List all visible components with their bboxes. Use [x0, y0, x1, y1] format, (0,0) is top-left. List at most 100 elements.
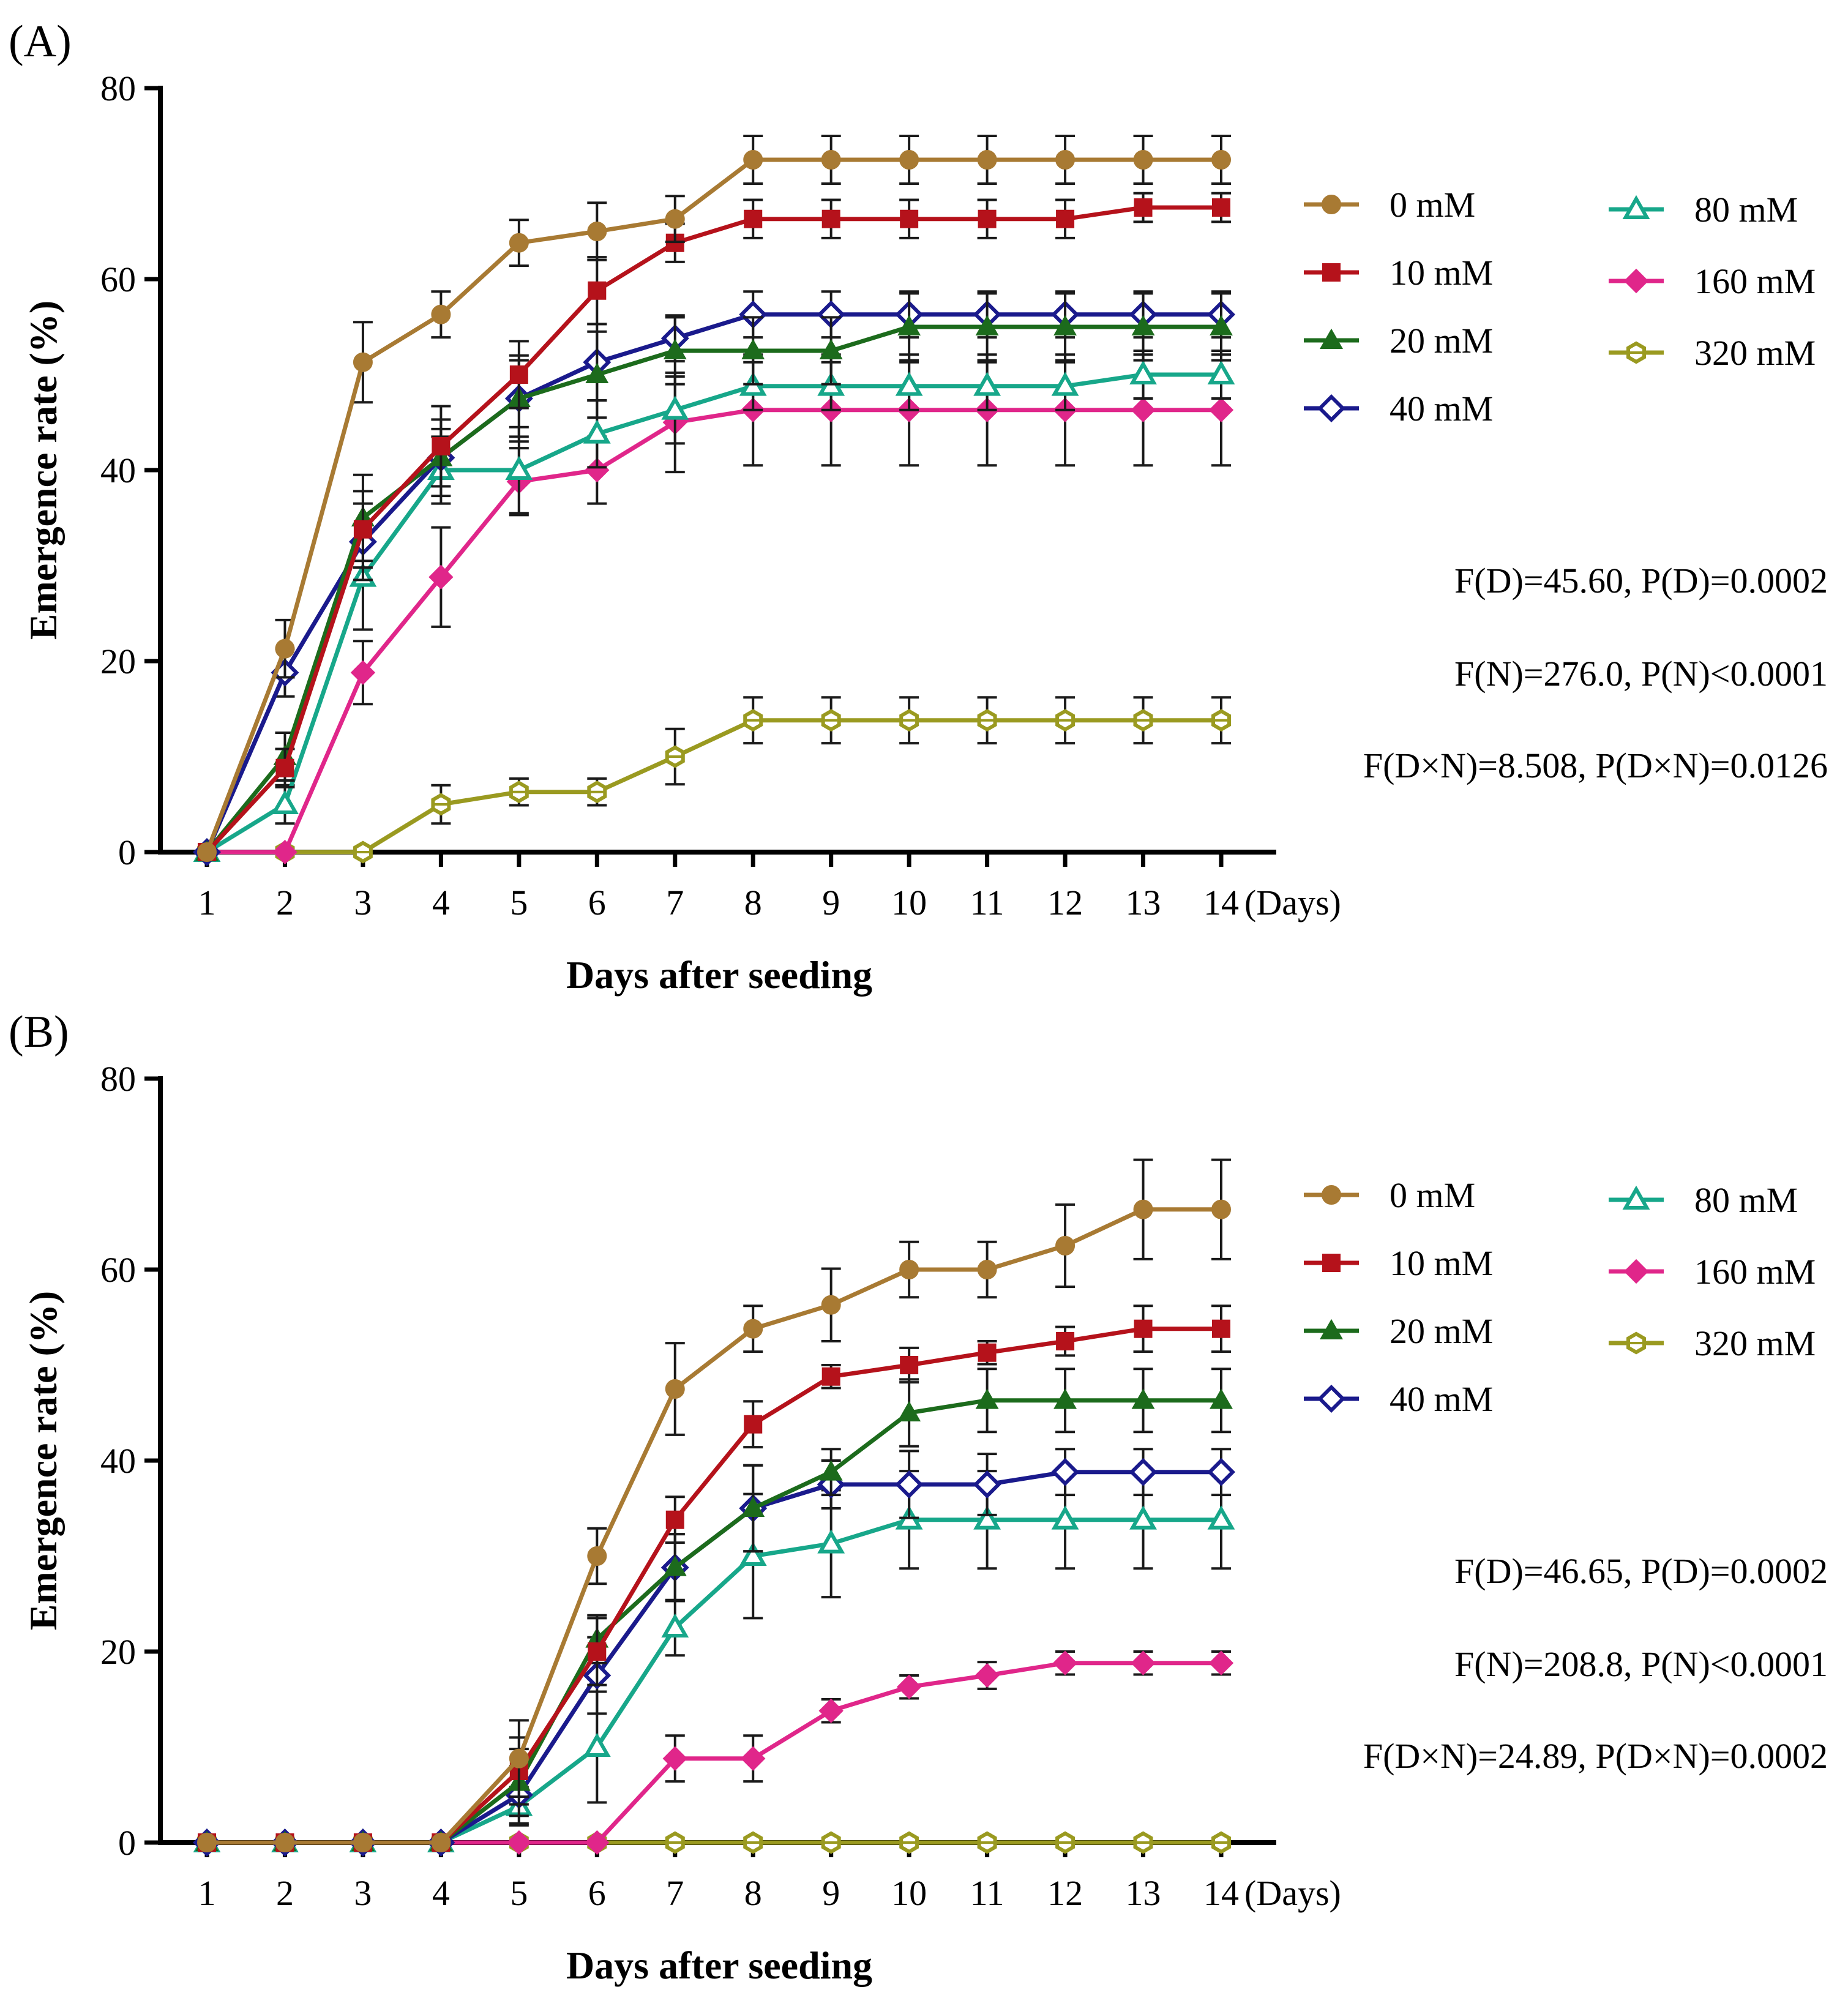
data-point [895, 1470, 924, 1499]
data-point [1129, 1458, 1158, 1486]
y-tick-label: 20 [100, 642, 136, 681]
data-point [818, 1698, 844, 1723]
data-point [1055, 150, 1076, 170]
data-point [1053, 1388, 1077, 1409]
legend-label: 80 mM [1694, 1180, 1798, 1220]
legend-item: 10 mM [1304, 253, 1493, 293]
legend-item: 160 mM [1609, 1252, 1816, 1292]
data-point [744, 209, 763, 228]
data-point [743, 1319, 763, 1339]
data-point [588, 281, 607, 300]
y-axis-title: Emergence rate (%) [21, 1291, 65, 1630]
data-point [432, 437, 451, 455]
series-40-mm [193, 1448, 1235, 1857]
legend-label: 10 mM [1390, 253, 1493, 293]
legend-item: 160 mM [1609, 261, 1816, 301]
x-tick-label: 5 [510, 1873, 528, 1913]
data-point [1056, 1332, 1075, 1350]
data-point [1133, 150, 1153, 170]
data-point [1134, 1319, 1153, 1338]
data-point [897, 1401, 921, 1421]
y-tick-label: 80 [100, 1059, 136, 1099]
data-point [821, 150, 841, 170]
data-point [665, 1510, 684, 1529]
legend-item: 320 mM [1609, 1323, 1816, 1363]
legend: 0 mM 10 mM 20 mM 40 mM 80 mM 160 mM 320 mM [1304, 185, 1816, 429]
data-point [1212, 1319, 1230, 1338]
stats-annotations: F(D)=45.60, P(D)=0.0002 F(N)=276.0, P(N)<… [1363, 561, 1828, 785]
y-tick-label: 40 [100, 1441, 136, 1481]
legend-item: 20 mM [1304, 1311, 1493, 1351]
legend-item: 80 mM [1609, 190, 1798, 230]
x-tick-label: 14 [1203, 883, 1239, 923]
stat-annotation: F(D)=46.65, P(D)=0.0002 [1454, 1551, 1828, 1591]
x-tick-label: 11 [970, 1873, 1004, 1913]
data-point [197, 1833, 217, 1852]
series-20-mm [195, 292, 1233, 861]
x-tick-label: 10 [891, 883, 927, 923]
data-point [1131, 1388, 1155, 1409]
data-point [275, 1833, 295, 1852]
stat-annotation: F(N)=208.8, P(N)<0.0001 [1454, 1644, 1828, 1684]
data-point [431, 304, 451, 324]
x-axis-title: Days after seeding [566, 953, 872, 997]
data-point [588, 1642, 607, 1661]
x-tick-label: 8 [744, 1873, 762, 1913]
data-point [663, 1555, 687, 1576]
data-point [665, 209, 685, 229]
data-point [431, 1833, 451, 1852]
legend-label: 320 mM [1694, 1323, 1816, 1363]
series-20-mm [195, 1368, 1233, 1851]
series-10-mm [198, 1304, 1231, 1852]
data-point [1051, 1505, 1079, 1530]
data-point [899, 1260, 919, 1279]
legend-label: 80 mM [1694, 190, 1798, 230]
legend-marker [1622, 1185, 1650, 1210]
data-point [897, 315, 921, 335]
x-tick-label: 9 [822, 1873, 840, 1913]
data-point [900, 1356, 919, 1374]
data-point [1053, 315, 1077, 335]
series-line [205, 205, 1221, 854]
x-tick-label: 8 [744, 883, 762, 923]
stat-annotation: F(D×N)=24.89, P(D×N)=0.0002 [1363, 1736, 1828, 1776]
data-point [821, 209, 840, 228]
data-point [197, 842, 217, 862]
data-point [661, 395, 689, 420]
y-tick-label: 0 [118, 833, 136, 872]
data-point [587, 222, 607, 241]
x-tick-label: 11 [970, 883, 1004, 923]
legend-label: 160 mM [1694, 1252, 1816, 1292]
panel-label: (A) [9, 17, 72, 67]
x-tick-label: 1 [198, 883, 216, 923]
x-tick-label: 6 [588, 1873, 606, 1913]
y-tick-label: 60 [100, 260, 136, 299]
data-point [506, 1830, 532, 1855]
data-point [1051, 1458, 1080, 1486]
data-point [977, 1260, 997, 1279]
x-tick-label: 12 [1047, 883, 1083, 923]
x-tick-label: 3 [354, 883, 372, 923]
legend-item: 10 mM [1304, 1243, 1493, 1283]
series-80-mm [193, 350, 1235, 862]
data-point [1207, 1505, 1235, 1530]
data-point [1129, 1505, 1157, 1530]
data-point [353, 1833, 373, 1852]
legend-marker [1623, 268, 1649, 294]
series-line [207, 408, 1221, 855]
series-line [204, 157, 1221, 853]
data-point [275, 758, 294, 777]
legend-label: 160 mM [1694, 261, 1816, 301]
x-tick-label: 2 [276, 883, 294, 923]
series-line [205, 324, 1221, 854]
data-point [1131, 315, 1155, 335]
data-point [1207, 1458, 1235, 1486]
data-point [505, 455, 533, 480]
y-tick-label: 0 [118, 1823, 136, 1863]
data-point [585, 1830, 610, 1855]
legend-marker [1622, 195, 1650, 219]
data-point [744, 1415, 763, 1434]
data-point [973, 1470, 1001, 1499]
